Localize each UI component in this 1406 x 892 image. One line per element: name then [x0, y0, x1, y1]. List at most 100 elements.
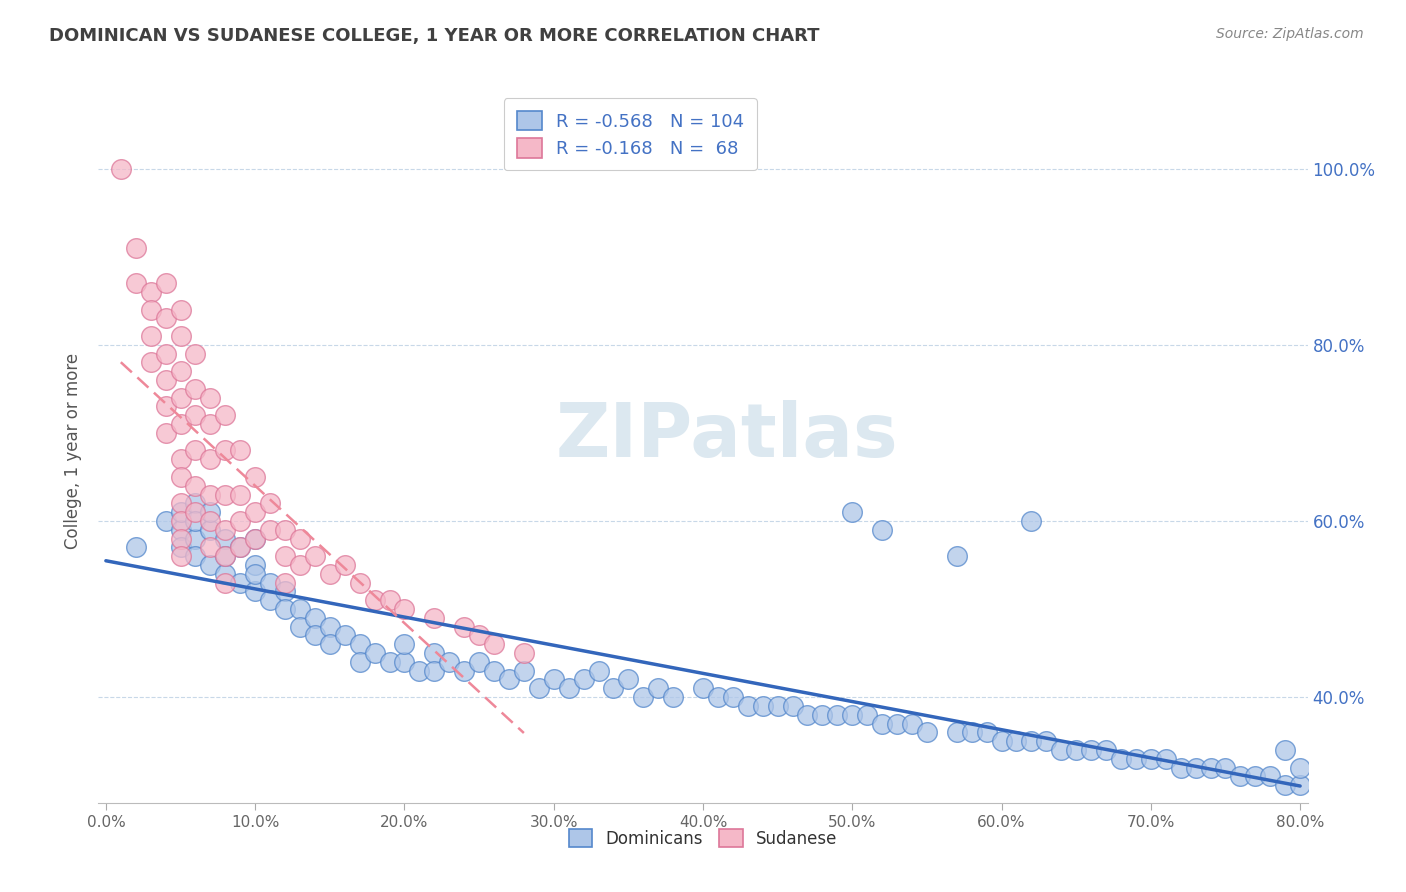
Point	[841, 707, 863, 722]
Point	[169, 532, 191, 546]
Point	[139, 285, 162, 299]
Point	[214, 487, 236, 501]
Point	[363, 646, 385, 660]
Point	[169, 452, 191, 467]
Point	[811, 707, 834, 722]
Point	[214, 523, 236, 537]
Point	[259, 523, 281, 537]
Point	[200, 541, 222, 555]
Point	[439, 655, 461, 669]
Point	[274, 584, 297, 599]
Point	[394, 602, 416, 616]
Point	[169, 417, 191, 431]
Point	[139, 355, 162, 369]
Point	[378, 593, 401, 607]
Point	[229, 487, 252, 501]
Point	[169, 523, 191, 537]
Point	[1274, 778, 1296, 792]
Point	[333, 558, 356, 572]
Point	[1080, 743, 1102, 757]
Point	[243, 566, 266, 581]
Point	[169, 364, 191, 378]
Point	[229, 575, 252, 590]
Point	[1005, 734, 1028, 748]
Point	[304, 549, 326, 564]
Point	[1035, 734, 1057, 748]
Text: ZIPatlas: ZIPatlas	[555, 400, 898, 473]
Point	[169, 302, 191, 317]
Point	[1289, 760, 1312, 774]
Point	[200, 452, 222, 467]
Point	[513, 646, 536, 660]
Point	[333, 628, 356, 642]
Point	[214, 408, 236, 422]
Point	[1274, 743, 1296, 757]
Point	[200, 487, 222, 501]
Point	[184, 382, 207, 396]
Point	[1064, 743, 1087, 757]
Point	[125, 276, 148, 290]
Point	[214, 566, 236, 581]
Point	[1289, 778, 1312, 792]
Point	[572, 673, 595, 687]
Point	[200, 523, 222, 537]
Point	[125, 541, 148, 555]
Point	[319, 566, 342, 581]
Point	[1109, 752, 1132, 766]
Point	[169, 505, 191, 519]
Point	[617, 673, 640, 687]
Point	[990, 734, 1012, 748]
Point	[274, 575, 297, 590]
Point	[125, 241, 148, 255]
Point	[394, 637, 416, 651]
Point	[214, 532, 236, 546]
Point	[200, 558, 222, 572]
Text: Source: ZipAtlas.com: Source: ZipAtlas.com	[1216, 27, 1364, 41]
Point	[349, 655, 371, 669]
Point	[915, 725, 938, 739]
Point	[1229, 769, 1251, 783]
Point	[1244, 769, 1267, 783]
Point	[184, 346, 207, 360]
Point	[856, 707, 879, 722]
Point	[423, 664, 446, 678]
Point	[110, 161, 132, 176]
Point	[229, 443, 252, 458]
Point	[184, 408, 207, 422]
Point	[288, 532, 311, 546]
Point	[169, 329, 191, 343]
Point	[155, 276, 177, 290]
Point	[184, 514, 207, 528]
Point	[751, 698, 773, 713]
Point	[423, 646, 446, 660]
Point	[766, 698, 789, 713]
Point	[1140, 752, 1163, 766]
Point	[1184, 760, 1206, 774]
Point	[886, 716, 908, 731]
Point	[304, 611, 326, 625]
Point	[243, 558, 266, 572]
Point	[243, 505, 266, 519]
Point	[827, 707, 849, 722]
Point	[901, 716, 924, 731]
Y-axis label: College, 1 year or more: College, 1 year or more	[65, 352, 83, 549]
Point	[662, 690, 685, 705]
Point	[468, 628, 491, 642]
Point	[394, 655, 416, 669]
Point	[543, 673, 565, 687]
Point	[274, 523, 297, 537]
Point	[288, 602, 311, 616]
Point	[214, 443, 236, 458]
Point	[1170, 760, 1192, 774]
Point	[1021, 734, 1043, 748]
Point	[214, 549, 236, 564]
Point	[378, 655, 401, 669]
Point	[169, 470, 191, 484]
Point	[304, 628, 326, 642]
Point	[498, 673, 520, 687]
Point	[184, 549, 207, 564]
Point	[1199, 760, 1222, 774]
Point	[841, 505, 863, 519]
Point	[647, 681, 669, 696]
Point	[274, 549, 297, 564]
